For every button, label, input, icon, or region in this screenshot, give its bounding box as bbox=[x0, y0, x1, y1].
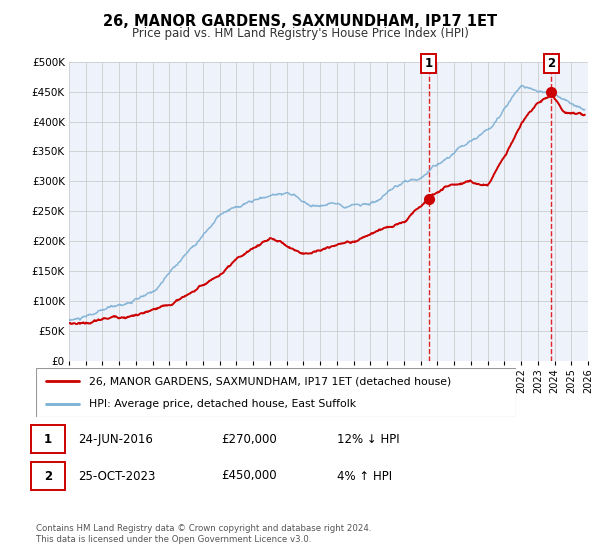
Text: HPI: Average price, detached house, East Suffolk: HPI: Average price, detached house, East… bbox=[89, 399, 356, 409]
Text: Price paid vs. HM Land Registry's House Price Index (HPI): Price paid vs. HM Land Registry's House … bbox=[131, 27, 469, 40]
FancyBboxPatch shape bbox=[31, 425, 65, 453]
FancyBboxPatch shape bbox=[31, 462, 65, 490]
Text: £270,000: £270,000 bbox=[221, 432, 277, 446]
Text: Contains HM Land Registry data © Crown copyright and database right 2024.: Contains HM Land Registry data © Crown c… bbox=[36, 524, 371, 533]
Text: 26, MANOR GARDENS, SAXMUNDHAM, IP17 1ET: 26, MANOR GARDENS, SAXMUNDHAM, IP17 1ET bbox=[103, 14, 497, 29]
Text: 24-JUN-2016: 24-JUN-2016 bbox=[78, 432, 153, 446]
Text: This data is licensed under the Open Government Licence v3.0.: This data is licensed under the Open Gov… bbox=[36, 535, 311, 544]
Text: 1: 1 bbox=[44, 432, 52, 446]
Text: £450,000: £450,000 bbox=[221, 469, 277, 483]
Text: 4% ↑ HPI: 4% ↑ HPI bbox=[337, 469, 392, 483]
Text: 1: 1 bbox=[425, 57, 433, 70]
Text: 25-OCT-2023: 25-OCT-2023 bbox=[78, 469, 155, 483]
Text: 2: 2 bbox=[44, 469, 52, 483]
Text: 26, MANOR GARDENS, SAXMUNDHAM, IP17 1ET (detached house): 26, MANOR GARDENS, SAXMUNDHAM, IP17 1ET … bbox=[89, 376, 451, 386]
Text: 2: 2 bbox=[547, 57, 556, 70]
Text: 12% ↓ HPI: 12% ↓ HPI bbox=[337, 432, 400, 446]
